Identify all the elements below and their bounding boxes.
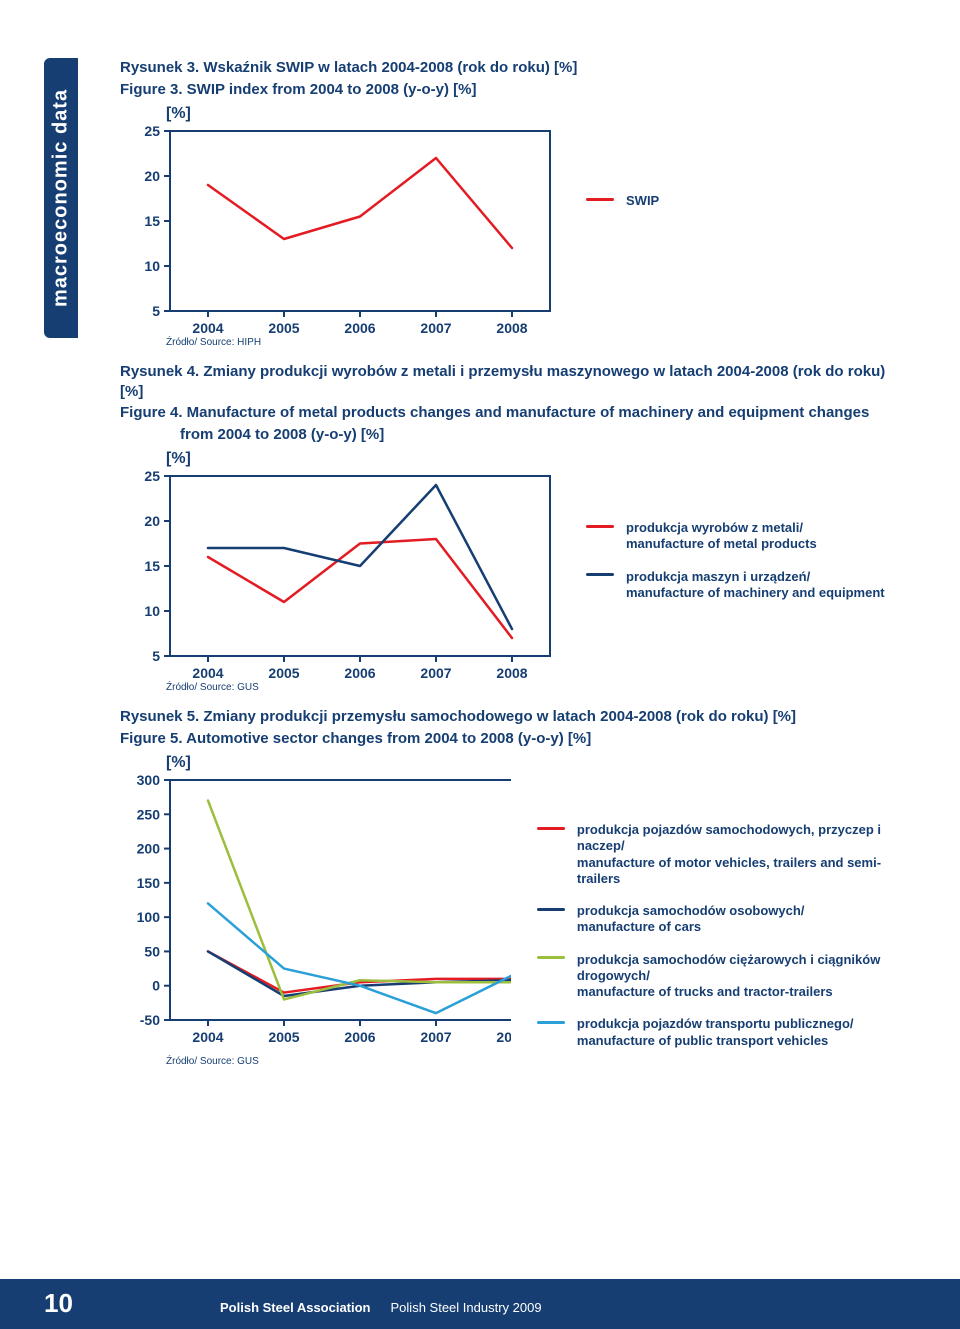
- svg-text:2008: 2008: [496, 665, 527, 678]
- svg-text:2008: 2008: [496, 320, 527, 333]
- fig3-chart: 5 10 15 20 25 2004 2005 2006 2007 2008: [120, 123, 560, 333]
- svg-text:300: 300: [137, 772, 161, 788]
- fig4-chart: 5 10 15 20 25 2004 2005 2006 2007 2008: [120, 468, 560, 678]
- svg-text:2008: 2008: [496, 1029, 510, 1045]
- footer-doc: Polish Steel Industry 2009: [391, 1300, 542, 1315]
- fig4-unit: [%]: [166, 450, 910, 468]
- fig5-unit: [%]: [166, 754, 910, 772]
- svg-text:15: 15: [144, 213, 160, 229]
- fig4-legend-label: produkcja maszyn i urządzeń/manufacture …: [626, 569, 885, 602]
- page-content: Rysunek 3. Wskaźnik SWIP w latach 2004-2…: [120, 58, 910, 1081]
- svg-text:2005: 2005: [268, 1029, 299, 1045]
- fig4-title-en2: from 2004 to 2008 (y-o-y) [%]: [180, 425, 910, 445]
- svg-text:0: 0: [152, 978, 160, 994]
- fig3-unit: [%]: [166, 105, 910, 123]
- footer-text: Polish Steel Association Polish Steel In…: [220, 1300, 542, 1315]
- fig4-title-en: Figure 4. Manufacture of metal products …: [120, 403, 910, 423]
- svg-text:2005: 2005: [268, 665, 299, 678]
- fig5-title-pl: Rysunek 5. Zmiany produkcji przemysłu sa…: [120, 707, 910, 727]
- fig5-legend-label: produkcja samochodów ciężarowych i ciągn…: [577, 952, 910, 1001]
- svg-text:2006: 2006: [344, 1029, 375, 1045]
- svg-text:2007: 2007: [420, 320, 451, 333]
- svg-text:20: 20: [144, 168, 160, 184]
- page-number: 10: [44, 1288, 73, 1319]
- svg-text:100: 100: [137, 909, 161, 925]
- fig5-legend-item: produkcja pojazdów samochodowych, przycz…: [537, 822, 910, 887]
- svg-text:2007: 2007: [420, 1029, 451, 1045]
- figure-3: Rysunek 3. Wskaźnik SWIP w latach 2004-2…: [120, 58, 910, 348]
- fig5-legend-item: produkcja samochodów osobowych/manufactu…: [537, 903, 910, 936]
- svg-text:150: 150: [137, 875, 161, 891]
- fig5-legend-label: produkcja pojazdów transportu publiczneg…: [577, 1016, 854, 1049]
- fig4-legend-item: produkcja wyrobów z metali/manufacture o…: [586, 520, 885, 553]
- svg-text:2006: 2006: [344, 320, 375, 333]
- svg-text:2007: 2007: [420, 665, 451, 678]
- footer-assoc: Polish Steel Association: [220, 1300, 371, 1315]
- fig4-legend-label: produkcja wyrobów z metali/manufacture o…: [626, 520, 817, 553]
- fig3-legend-swip: SWIP: [586, 193, 659, 209]
- fig5-legend-label: produkcja pojazdów samochodowych, przycz…: [577, 822, 910, 887]
- fig4-source: Źródło/ Source: GUS: [166, 682, 910, 693]
- figure-4: Rysunek 4. Zmiany produkcji wyrobów z me…: [120, 362, 910, 693]
- svg-text:15: 15: [144, 558, 160, 574]
- fig3-source: Źródło/ Source: HIPH: [166, 337, 910, 348]
- svg-text:5: 5: [152, 648, 160, 664]
- fig5-chart: -50 0 50 100 150 200 250 300 2004 2005 2006 2007 200…: [120, 772, 511, 1052]
- fig5-source: Źródło/ Source: GUS: [166, 1056, 910, 1067]
- svg-text:250: 250: [137, 806, 161, 822]
- figure-5: Rysunek 5. Zmiany produkcji przemysłu sa…: [120, 707, 910, 1067]
- fig3-title-en: Figure 3. SWIP index from 2004 to 2008 (…: [120, 80, 910, 100]
- fig5-legend-label: produkcja samochodów osobowych/manufactu…: [577, 903, 805, 936]
- fig4-title-pl: Rysunek 4. Zmiany produkcji wyrobów z me…: [120, 362, 910, 401]
- fig5-legend-item: produkcja samochodów ciężarowych i ciągn…: [537, 952, 910, 1001]
- svg-text:2004: 2004: [192, 1029, 223, 1045]
- svg-text:25: 25: [144, 468, 160, 484]
- svg-text:50: 50: [144, 943, 160, 959]
- fig5-title-en: Figure 5. Automotive sector changes from…: [120, 729, 910, 749]
- svg-text:200: 200: [137, 841, 161, 857]
- fig5-legend-item: produkcja pojazdów transportu publiczneg…: [537, 1016, 910, 1049]
- svg-text:2004: 2004: [192, 320, 223, 333]
- svg-text:2004: 2004: [192, 665, 223, 678]
- svg-text:5: 5: [152, 303, 160, 319]
- svg-text:10: 10: [144, 603, 160, 619]
- fig3-title-pl: Rysunek 3. Wskaźnik SWIP w latach 2004-2…: [120, 58, 910, 78]
- svg-text:2005: 2005: [268, 320, 299, 333]
- svg-text:20: 20: [144, 513, 160, 529]
- sidebar-tab: macroeconomic data: [44, 58, 78, 338]
- svg-text:10: 10: [144, 258, 160, 274]
- svg-text:25: 25: [144, 123, 160, 139]
- fig4-legend-item: produkcja maszyn i urządzeń/manufacture …: [586, 569, 885, 602]
- svg-text:-50: -50: [140, 1012, 160, 1028]
- svg-text:2006: 2006: [344, 665, 375, 678]
